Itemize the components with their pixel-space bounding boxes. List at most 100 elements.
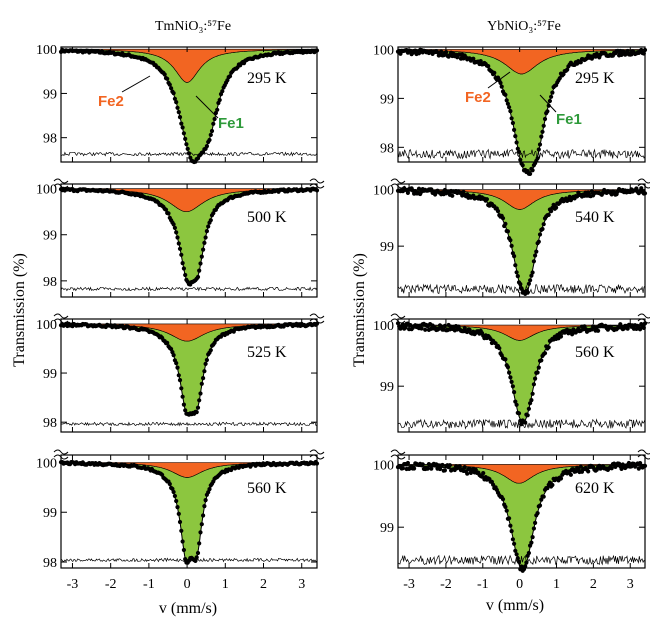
data-point xyxy=(546,345,551,350)
data-point xyxy=(526,281,532,286)
data-point xyxy=(213,110,218,116)
y-tick-label: 99 xyxy=(380,380,394,395)
data-point xyxy=(457,464,462,469)
data-point xyxy=(174,498,179,504)
data-point xyxy=(511,390,517,395)
data-point xyxy=(516,149,522,154)
axis-break-mark xyxy=(309,313,325,324)
y-tick-label: 99 xyxy=(43,506,57,521)
data-point xyxy=(619,466,624,471)
data-point xyxy=(545,109,550,114)
data-point xyxy=(177,519,183,525)
data-point xyxy=(183,272,188,278)
data-point xyxy=(524,560,529,565)
right-y-axis-label: Transmission (%) xyxy=(351,253,368,367)
data-point xyxy=(444,50,449,55)
data-point xyxy=(403,325,408,330)
data-point xyxy=(507,516,512,521)
axis-break-mark xyxy=(309,449,325,460)
data-point xyxy=(420,462,425,467)
data-point xyxy=(511,127,517,132)
data-point xyxy=(165,76,170,81)
data-point xyxy=(514,552,519,557)
data-point xyxy=(181,266,186,271)
data-point xyxy=(203,498,208,503)
data-point xyxy=(550,90,555,95)
right-x-axis-label: v (mm/s) xyxy=(486,597,544,614)
residual-line xyxy=(60,286,318,292)
data-point xyxy=(204,357,209,363)
data-point xyxy=(516,559,522,565)
data-point xyxy=(491,482,496,487)
residual-line xyxy=(397,283,646,295)
data-point xyxy=(172,225,177,230)
axis-break-mark xyxy=(53,178,69,189)
y-tick-label: 98 xyxy=(43,556,57,571)
data-point xyxy=(551,202,556,207)
axis-break-mark xyxy=(390,178,406,189)
data-point xyxy=(508,109,513,114)
data-point xyxy=(171,91,176,96)
y-tick-label: 99 xyxy=(380,240,394,255)
data-point xyxy=(198,391,203,396)
x-tick-label: 0 xyxy=(184,577,191,592)
data-point xyxy=(165,340,170,345)
data-point xyxy=(220,89,225,94)
data-point xyxy=(467,327,472,332)
data-point xyxy=(183,136,188,141)
data-point xyxy=(507,105,512,110)
data-point xyxy=(484,197,489,202)
data-point xyxy=(505,365,510,370)
data-point xyxy=(439,324,444,329)
data-point xyxy=(535,510,540,516)
x-tick-label: 2 xyxy=(590,577,597,592)
data-point xyxy=(172,96,177,101)
data-point xyxy=(202,240,207,245)
data-point xyxy=(400,466,405,471)
data-point xyxy=(514,402,519,407)
data-point xyxy=(533,253,538,258)
fe1-label-right: Fe1 xyxy=(556,111,582,128)
data-point xyxy=(513,548,518,553)
data-point xyxy=(437,466,443,472)
data-point xyxy=(462,465,467,470)
axis-break-mark xyxy=(390,313,406,324)
data-point xyxy=(498,80,503,85)
data-point xyxy=(625,326,630,331)
data-point xyxy=(435,50,440,55)
data-point xyxy=(176,241,181,246)
data-point xyxy=(558,476,564,481)
data-point xyxy=(609,466,614,471)
residual-line xyxy=(60,557,318,563)
data-point xyxy=(203,361,208,366)
x-tick-label: -3 xyxy=(67,577,79,592)
data-point xyxy=(528,278,533,283)
y-tick-label: 100 xyxy=(373,184,394,199)
data-point xyxy=(515,146,520,151)
data-point xyxy=(520,163,525,168)
residual-line xyxy=(397,148,646,160)
panel-frame xyxy=(60,46,318,163)
temperature-label: 560 K xyxy=(575,344,615,361)
data-point xyxy=(180,539,185,544)
data-point xyxy=(547,98,553,104)
data-point xyxy=(199,254,204,259)
data-point xyxy=(526,406,532,411)
data-point xyxy=(442,323,447,328)
data-point xyxy=(176,110,181,115)
data-point xyxy=(174,100,179,105)
data-point xyxy=(176,511,181,516)
data-point xyxy=(586,469,591,474)
data-point xyxy=(175,505,180,510)
data-point xyxy=(198,530,203,535)
data-point xyxy=(634,186,639,191)
data-point xyxy=(618,322,623,327)
data-point xyxy=(208,218,213,223)
data-point xyxy=(542,351,548,356)
data-point xyxy=(206,224,211,229)
data-point xyxy=(172,493,177,499)
data-point xyxy=(541,222,546,227)
data-point xyxy=(530,391,535,396)
panel-frame xyxy=(60,454,318,569)
x-tick-label: -2 xyxy=(105,577,117,592)
